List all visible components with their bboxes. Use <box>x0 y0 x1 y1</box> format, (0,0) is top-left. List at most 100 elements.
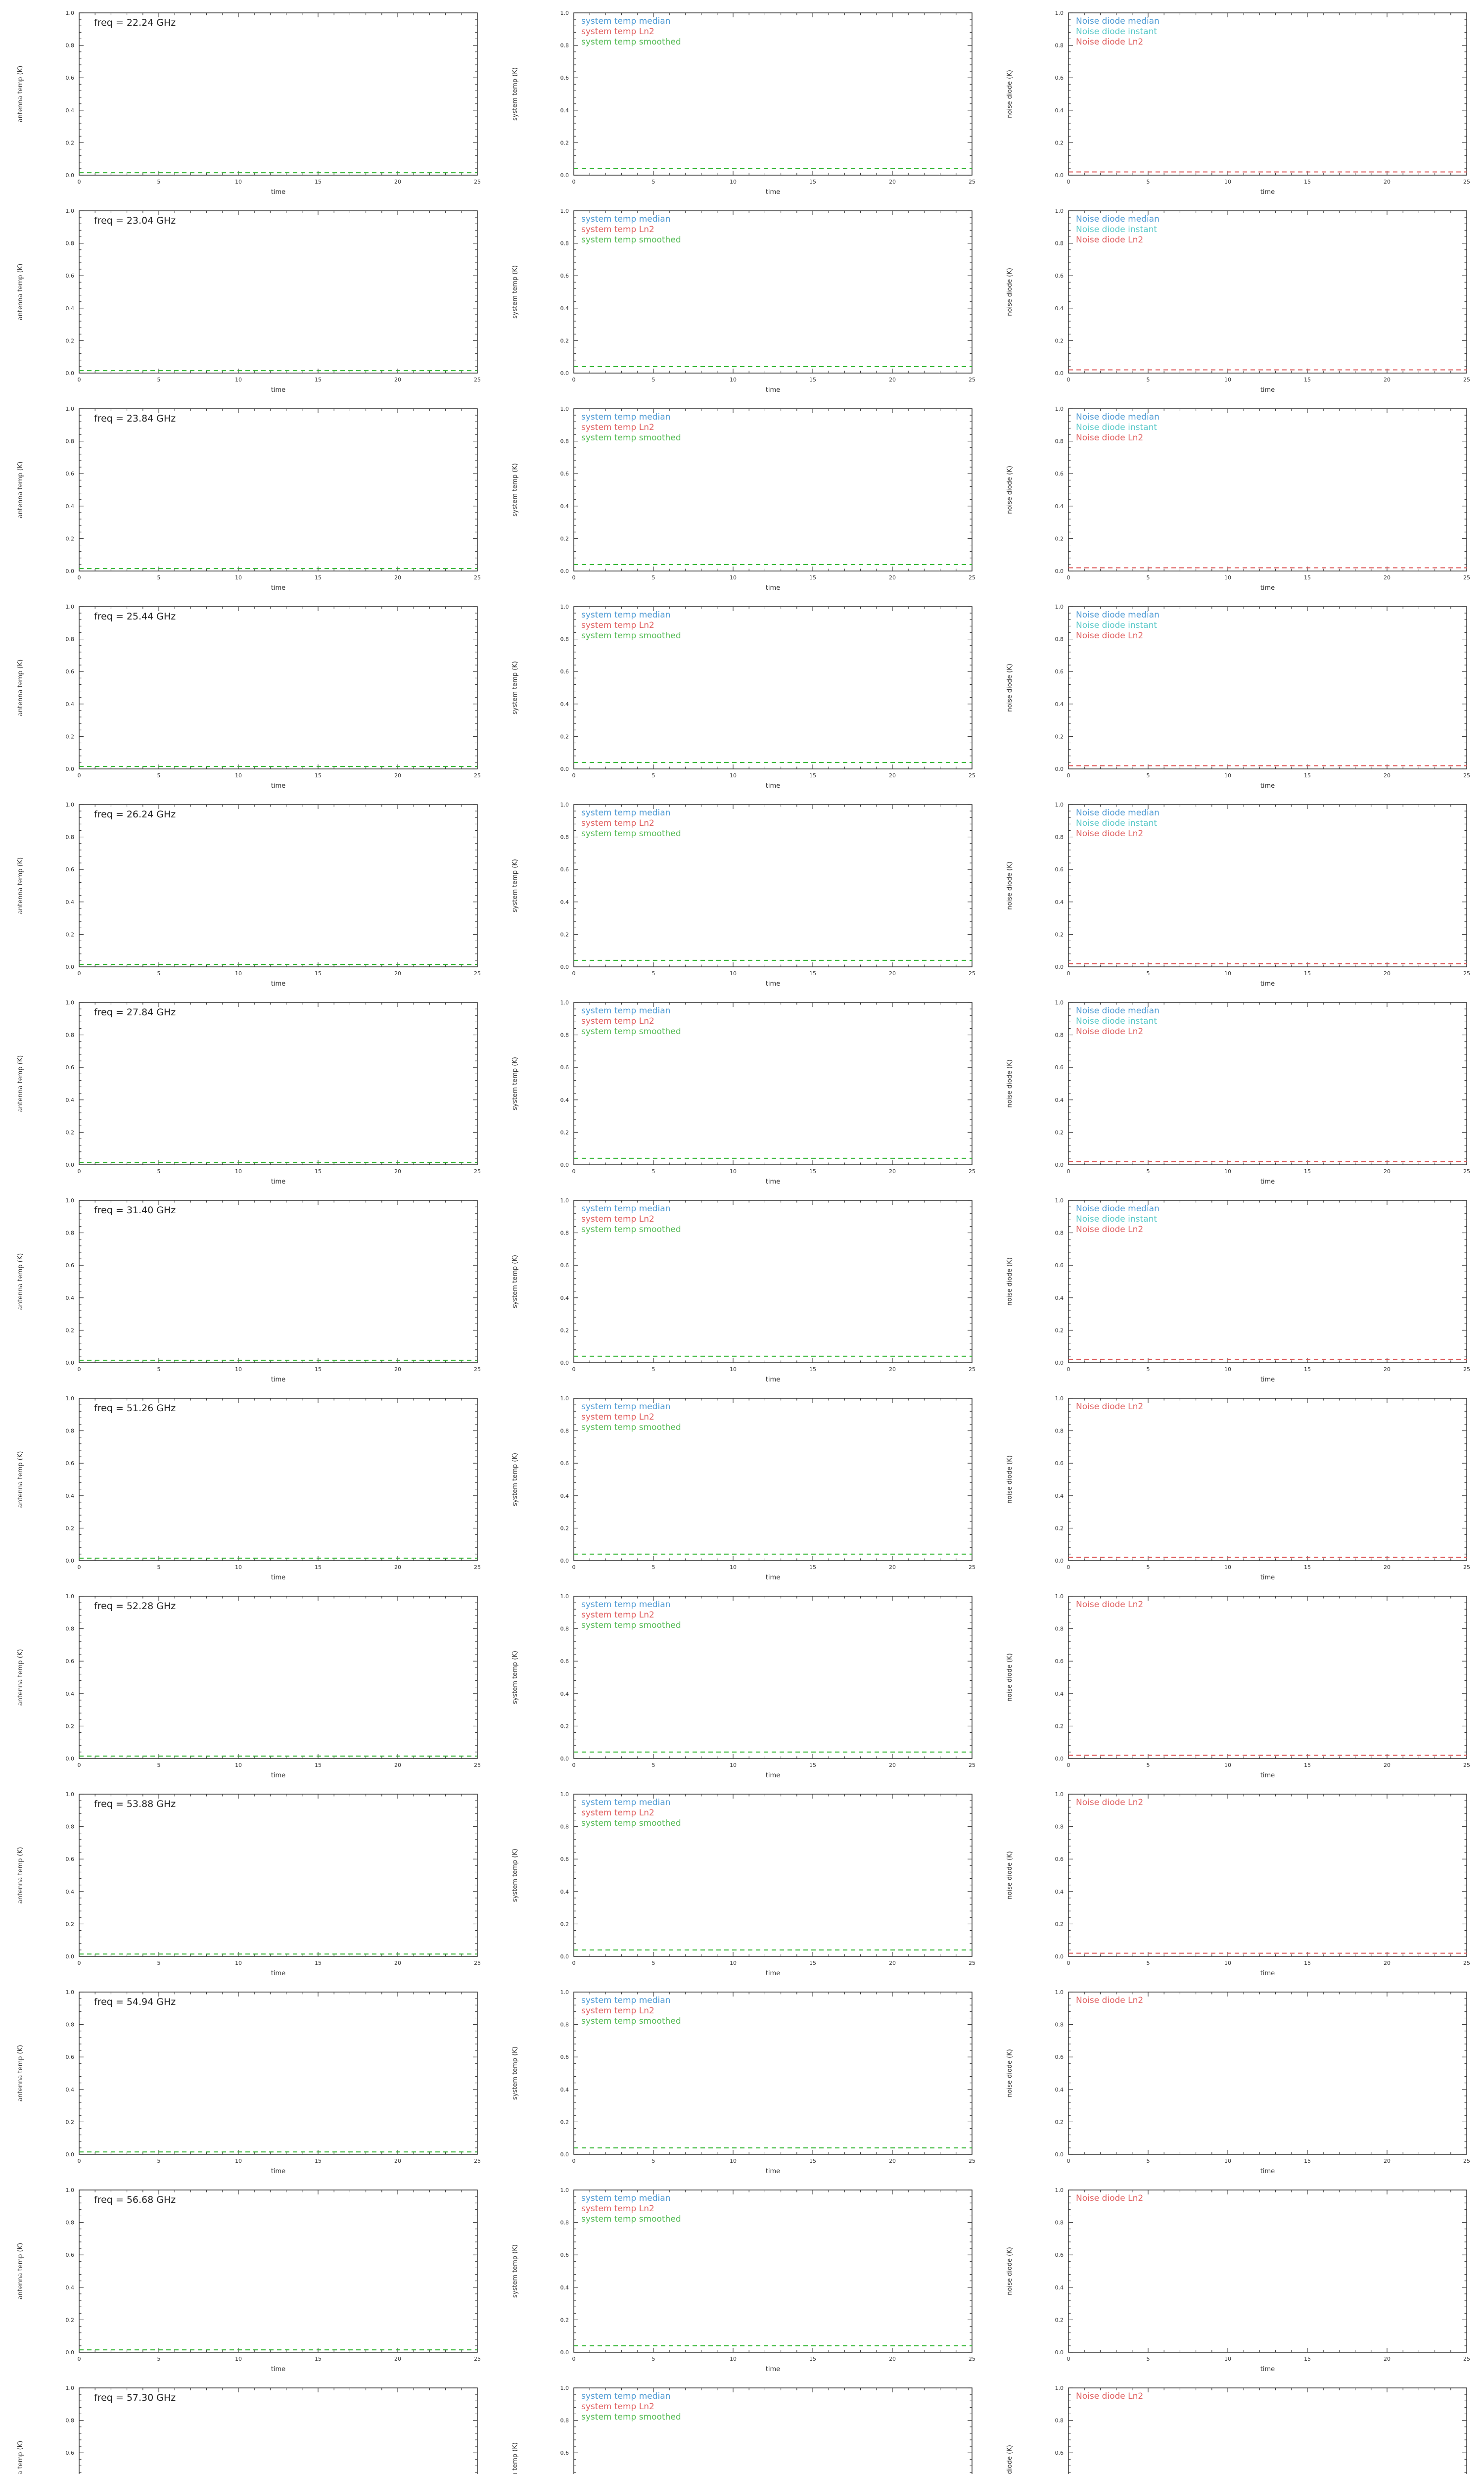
legend-item: system temp Ln2 <box>581 1214 654 1224</box>
y-tick-label: 0.0 <box>1055 1360 1064 1366</box>
plot-svg: 0 5 10 15 20 25 0.0 0.2 0.4 0.6 0.8 1.0 noise diode … <box>1006 1197 1470 1383</box>
legend-item: system temp median <box>581 214 670 224</box>
x-tick-label: 0 <box>572 1168 576 1175</box>
y-axis-label: noise diode (K) <box>1006 1257 1014 1306</box>
y-tick-label: 0.2 <box>66 733 75 740</box>
y-tick-label: 0.4 <box>1055 1889 1064 1895</box>
plot-frame <box>1068 2189 1467 2353</box>
legend-item: system temp smoothed <box>581 235 681 245</box>
x-axis-label: time <box>271 1178 285 1186</box>
legend-item: system temp median <box>581 808 670 818</box>
y-tick-label: 0.0 <box>66 1756 75 1762</box>
y-tick-label: 0.4 <box>66 1493 75 1499</box>
x-tick-label: 25 <box>474 1366 481 1373</box>
y-tick-label: 1.0 <box>66 802 75 808</box>
plot-svg: 0 5 10 15 20 25 0.0 0.2 0.4 0.6 0.8 1.0 noise diode … <box>1006 406 1470 592</box>
y-tick-label: 0.4 <box>66 899 75 905</box>
y-tick-label: 0.2 <box>1055 1327 1064 1333</box>
y-tick-label: 0.0 <box>1055 2349 1064 2356</box>
x-axis-label: time <box>1260 1574 1275 1581</box>
chart-cell-row2-col2: 0 5 10 15 20 25 0.0 0.2 0.4 0.6 0.8 1.0 system temp … <box>495 198 989 396</box>
x-axis-label: time <box>766 1574 780 1581</box>
plot-svg: 0 5 10 15 20 25 0.0 0.2 0.4 0.6 0.8 1.0 noise diode … <box>1006 1395 1470 1581</box>
y-tick-label: 0.6 <box>1055 2252 1064 2258</box>
legend-item: system temp median <box>581 412 670 422</box>
x-tick-label: 20 <box>889 1564 896 1570</box>
plot-svg: 0 5 10 15 20 25 0.0 0.2 0.4 0.6 0.8 1.0 antenna temp… <box>17 406 481 592</box>
y-tick-label: 0.0 <box>66 964 75 970</box>
chart-cell-row4-col3: 0 5 10 15 20 25 0.0 0.2 0.4 0.6 0.8 1.0 noise diode … <box>989 594 1484 792</box>
x-tick-label: 0 <box>78 1762 81 1768</box>
x-tick-label: 5 <box>157 772 161 779</box>
y-tick-label: 0.2 <box>66 931 75 938</box>
x-tick-label: 10 <box>235 1564 242 1570</box>
y-tick-label: 0.2 <box>66 2317 75 2323</box>
x-tick-label: 0 <box>1067 1366 1070 1373</box>
x-tick-label: 0 <box>78 970 81 977</box>
x-tick-label: 25 <box>969 1960 975 1966</box>
plot-frame <box>1068 210 1467 374</box>
y-axis-label: system temp (K) <box>511 1057 519 1110</box>
y-tick-label: 1.0 <box>560 1197 569 1204</box>
x-tick-label: 20 <box>889 1168 896 1175</box>
freq-label: freq = 31.40 GHz <box>94 1205 176 1216</box>
y-axis-label: noise diode (K) <box>1006 1653 1014 1702</box>
y-tick-label: 0.6 <box>1055 471 1064 477</box>
legend-item: system temp Ln2 <box>581 1412 654 1422</box>
y-tick-label: 0.8 <box>560 2220 569 2226</box>
x-tick-label: 10 <box>1224 1366 1231 1373</box>
legend-item: system temp smoothed <box>581 37 681 47</box>
y-tick-label: 0.4 <box>560 1295 569 1301</box>
plot-frame <box>573 12 973 176</box>
y-tick-label: 0.8 <box>66 2418 75 2424</box>
y-tick-label: 0.8 <box>66 1032 75 1039</box>
x-tick-label: 15 <box>315 2158 322 2164</box>
x-tick-label: 20 <box>889 377 896 383</box>
y-tick-label: 1.0 <box>560 2385 569 2391</box>
chart-cell-row10-col3: 0 5 10 15 20 25 0.0 0.2 0.4 0.6 0.8 1.0 noise diode … <box>989 1781 1484 1979</box>
x-tick-label: 5 <box>652 1762 655 1768</box>
x-axis-label: time <box>1260 1376 1275 1383</box>
x-tick-label: 20 <box>889 2356 896 2362</box>
x-tick-label: 25 <box>1463 2158 1470 2164</box>
y-tick-label: 0.2 <box>560 931 569 938</box>
y-tick-label: 0.0 <box>66 2151 75 2158</box>
x-tick-label: 15 <box>315 1366 322 1373</box>
y-tick-label: 0.6 <box>66 2054 75 2060</box>
y-tick-label: 0.8 <box>560 636 569 643</box>
x-tick-label: 20 <box>889 179 896 185</box>
x-axis-label: time <box>271 1970 285 1977</box>
x-tick-label: 10 <box>1224 1564 1231 1570</box>
y-tick-label: 0.8 <box>560 1230 569 1237</box>
y-tick-label: 0.4 <box>1055 1097 1064 1103</box>
x-tick-label: 5 <box>157 1168 161 1175</box>
x-tick-label: 25 <box>969 1168 975 1175</box>
chart-cell-row1-col2: 0 5 10 15 20 25 0.0 0.2 0.4 0.6 0.8 1.0 system temp … <box>495 0 989 198</box>
legend-item: Noise diode instant <box>1076 1016 1157 1026</box>
plot-svg: 0 5 10 15 20 25 0.0 0.2 0.4 0.6 0.8 1.0 antenna temp… <box>17 1593 481 1779</box>
legend-item: Noise diode instant <box>1076 1214 1157 1224</box>
x-tick-label: 25 <box>474 1168 481 1175</box>
chart-cell-row11-col2: 0 5 10 15 20 25 0.0 0.2 0.4 0.6 0.8 1.0 system temp … <box>495 1979 989 2177</box>
y-tick-label: 1.0 <box>1055 1593 1064 1600</box>
y-tick-label: 0.2 <box>560 1525 569 1531</box>
x-tick-label: 25 <box>969 377 975 383</box>
x-tick-label: 25 <box>969 1366 975 1373</box>
y-tick-label: 0.4 <box>560 701 569 708</box>
y-tick-label: 0.6 <box>560 1064 569 1071</box>
x-tick-label: 5 <box>157 179 161 185</box>
plot-frame <box>1068 1002 1467 1165</box>
y-tick-label: 0.6 <box>66 75 75 81</box>
x-tick-label: 10 <box>1224 1168 1231 1175</box>
legend-item: Noise diode median <box>1076 610 1159 620</box>
y-axis-label: antenna temp (K) <box>17 1055 24 1112</box>
x-tick-label: 20 <box>889 1960 896 1966</box>
y-tick-label: 0.2 <box>560 1723 569 1729</box>
x-tick-label: 0 <box>572 179 576 185</box>
plot-frame <box>1068 1794 1467 1957</box>
chart-cell-row6-col2: 0 5 10 15 20 25 0.0 0.2 0.4 0.6 0.8 1.0 system temp … <box>495 990 989 1188</box>
y-tick-label: 1.0 <box>560 999 569 1006</box>
y-tick-label: 0.2 <box>1055 535 1064 542</box>
y-tick-label: 0.0 <box>560 1756 569 1762</box>
x-tick-label: 0 <box>1067 1762 1070 1768</box>
